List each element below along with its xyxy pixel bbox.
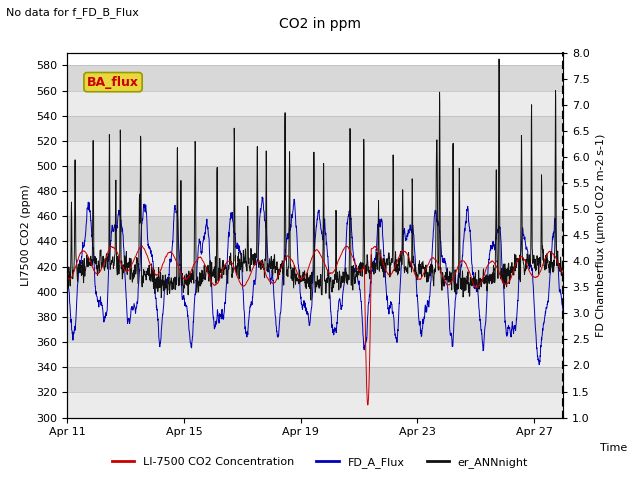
Bar	[67, 216, 563, 241]
Bar	[67, 367, 563, 393]
Bar	[67, 65, 563, 91]
Bar	[67, 317, 563, 342]
Bar	[67, 292, 563, 317]
Bar	[67, 141, 563, 166]
Legend: LI-7500 CO2 Concentration, FD_A_Flux, er_ANNnight: LI-7500 CO2 Concentration, FD_A_Flux, er…	[108, 452, 532, 472]
Y-axis label: LI7500 CO2 (ppm): LI7500 CO2 (ppm)	[20, 184, 31, 286]
Bar	[67, 191, 563, 216]
Bar	[67, 342, 563, 367]
Bar	[67, 166, 563, 191]
Text: No data for f_FD_B_Flux: No data for f_FD_B_Flux	[6, 7, 140, 18]
Y-axis label: FD Chamberflux (μmol CO2 m-2 s-1): FD Chamberflux (μmol CO2 m-2 s-1)	[596, 133, 605, 337]
Text: CO2 in ppm: CO2 in ppm	[279, 17, 361, 31]
X-axis label: Time: Time	[600, 443, 628, 453]
Text: BA_flux: BA_flux	[87, 76, 139, 89]
Bar	[67, 116, 563, 141]
Bar	[67, 241, 563, 267]
Bar	[67, 91, 563, 116]
Bar	[67, 393, 563, 418]
Bar	[67, 267, 563, 292]
